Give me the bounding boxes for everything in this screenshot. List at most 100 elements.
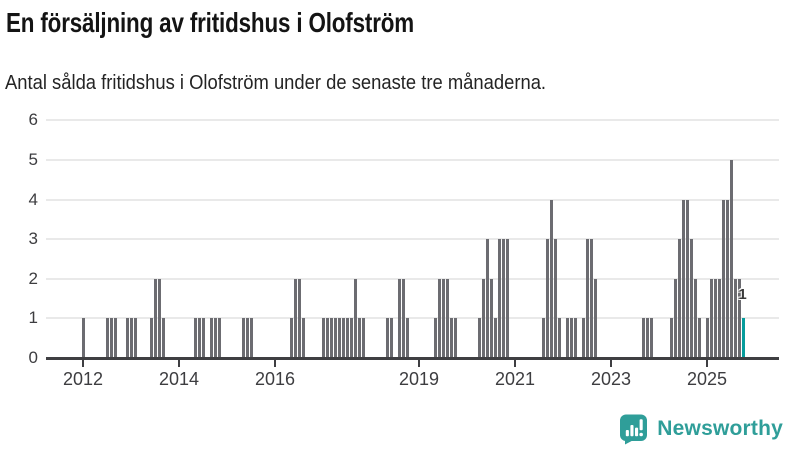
bar xyxy=(113,318,117,358)
bar xyxy=(433,318,437,358)
y-axis-label: 3 xyxy=(28,229,38,249)
x-axis-tick xyxy=(274,358,276,367)
bar xyxy=(133,318,137,358)
bar xyxy=(437,278,441,358)
x-axis-label: 2023 xyxy=(590,369,632,389)
x-axis-label: 2014 xyxy=(158,369,200,389)
bar xyxy=(445,278,449,358)
bar xyxy=(389,318,393,358)
bar xyxy=(549,199,553,358)
bar xyxy=(725,199,729,358)
bar xyxy=(693,278,697,358)
bar xyxy=(585,239,589,358)
bar xyxy=(325,318,329,358)
bar xyxy=(329,318,333,358)
bar xyxy=(109,318,113,358)
bar-value-label: 1 xyxy=(738,286,747,303)
bar xyxy=(557,318,561,358)
highlight-bar xyxy=(741,318,745,358)
bar xyxy=(201,318,205,358)
newsworthy-logo: Newsworthy xyxy=(618,413,783,445)
bar xyxy=(249,318,253,358)
gridline xyxy=(46,198,779,201)
bar xyxy=(477,318,481,358)
bar xyxy=(301,318,305,358)
y-axis-label: 6 xyxy=(28,110,38,130)
bar xyxy=(485,239,489,358)
y-axis-label: 2 xyxy=(28,268,38,288)
bar xyxy=(733,278,737,358)
bar xyxy=(581,318,585,358)
bar xyxy=(713,278,717,358)
bar xyxy=(589,239,593,358)
x-axis-tick xyxy=(418,358,420,367)
bar xyxy=(161,318,165,358)
bar xyxy=(677,239,681,358)
bar xyxy=(241,318,245,358)
bar xyxy=(385,318,389,358)
bar xyxy=(209,318,213,358)
gridline xyxy=(46,238,779,241)
bar xyxy=(545,239,549,358)
x-axis-tick xyxy=(178,358,180,367)
x-axis-tick xyxy=(514,358,516,367)
chart-title: En försäljning av fritidshus i Olofström xyxy=(6,7,415,38)
bar xyxy=(737,278,741,358)
y-axis-label: 0 xyxy=(28,348,38,367)
x-axis-tick xyxy=(82,358,84,367)
bar xyxy=(213,318,217,358)
bar xyxy=(453,318,457,358)
y-axis-label: 5 xyxy=(28,150,38,169)
x-axis-label: 2012 xyxy=(62,369,104,389)
bar xyxy=(345,318,349,358)
bar xyxy=(505,239,509,358)
bar xyxy=(289,318,293,358)
bar xyxy=(333,318,337,358)
bar xyxy=(293,278,297,358)
bar xyxy=(341,318,345,358)
bar xyxy=(669,318,673,358)
x-axis-tick xyxy=(610,358,612,367)
gridline xyxy=(46,119,779,122)
bar xyxy=(681,199,685,358)
bar xyxy=(709,278,713,358)
gridline xyxy=(46,159,779,161)
bar xyxy=(553,239,557,358)
bar xyxy=(593,278,597,358)
bar xyxy=(149,318,153,358)
bar xyxy=(673,278,677,358)
bar xyxy=(697,318,701,358)
bar xyxy=(337,318,341,358)
x-axis-label: 2019 xyxy=(398,369,440,389)
bar xyxy=(321,318,325,358)
bar xyxy=(105,318,109,358)
bar xyxy=(217,318,221,358)
bar xyxy=(729,160,733,358)
bar xyxy=(361,318,365,358)
bar xyxy=(641,318,645,358)
bar xyxy=(401,278,405,358)
bar xyxy=(501,239,505,358)
bar xyxy=(565,318,569,358)
bar xyxy=(197,318,201,358)
bar xyxy=(357,318,361,358)
bar xyxy=(297,278,301,358)
bar xyxy=(573,318,577,358)
bar xyxy=(497,239,501,358)
bar xyxy=(353,278,357,358)
y-axis-label: 4 xyxy=(28,189,38,209)
bar-chart-speech-bubble-icon xyxy=(620,414,648,445)
bar xyxy=(349,318,353,358)
bar xyxy=(125,318,129,358)
bar xyxy=(193,318,197,358)
bar xyxy=(569,318,573,358)
bar xyxy=(153,278,157,358)
x-axis-tick xyxy=(706,358,708,367)
x-axis-label: 2021 xyxy=(494,369,536,389)
x-axis-label: 2025 xyxy=(686,369,728,389)
bar xyxy=(717,278,721,358)
bar xyxy=(481,278,485,358)
chart-subtitle: Antal sålda fritidshus i Olofström under… xyxy=(5,72,547,94)
